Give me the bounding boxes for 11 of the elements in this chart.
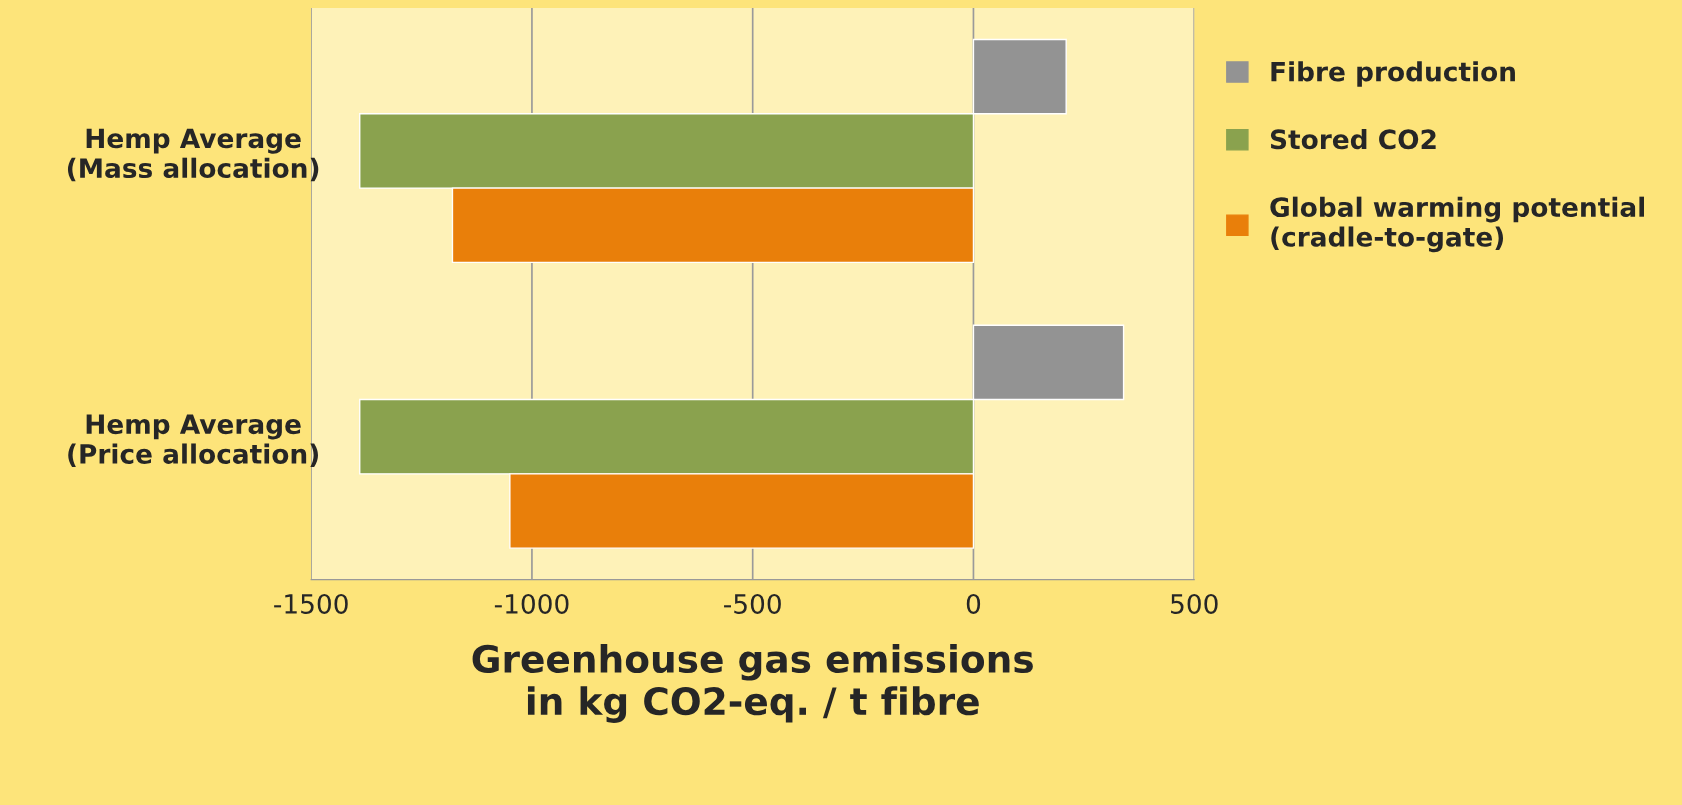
legend-label: Global warming potential (cradle-to-gate) (1270, 196, 1645, 253)
y-tick-label: Hemp Average (Mass allocation) (67, 128, 319, 182)
x-tick-label: 500 (1171, 593, 1218, 614)
x-axis-title: Greenhouse gas emissions in kg CO2-eq. / t fibre (472, 644, 1033, 723)
x-tick-label: -1500 (274, 593, 348, 614)
legend-label: Stored CO2 (1270, 128, 1436, 150)
x-tick-label: -1000 (494, 593, 569, 614)
x-tick-label: 0 (966, 593, 981, 614)
x-tick-label: -500 (724, 593, 781, 614)
legend-label: Fibre production (1271, 61, 1515, 87)
y-tick-label: Hemp Average (Price allocation) (68, 414, 318, 467)
